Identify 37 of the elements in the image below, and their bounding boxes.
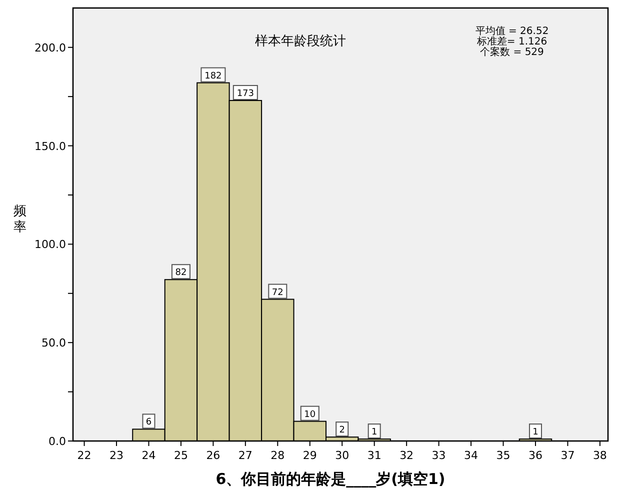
x-tick-label: 31 [367, 449, 382, 462]
annotation: 平均值 = 26.52 [475, 25, 549, 37]
data-label: 6 [146, 418, 152, 428]
data-label: 1 [371, 428, 378, 438]
data-label: 2 [339, 426, 345, 436]
annotation: 个案数 = 529 [480, 46, 544, 58]
x-tick-label: 23 [110, 449, 124, 462]
data-label: 173 [236, 89, 254, 100]
text: 样本年龄段统计 [255, 34, 346, 49]
x-tick-label: 28 [270, 449, 285, 462]
data-label: 10 [304, 410, 316, 420]
data-label: 82 [175, 268, 187, 278]
x-axis-title: 6、你目前的年龄是____岁(填空1) [216, 470, 446, 488]
y-tick-label: 100.0 [34, 238, 66, 252]
data-label: 182 [204, 71, 222, 82]
y-tick-label: 50.0 [42, 336, 66, 350]
x-tick-label: 33 [432, 449, 446, 462]
y-tick-label: 150.0 [34, 140, 66, 153]
x-tick-label: 30 [335, 449, 350, 462]
x-tick-label: 27 [238, 449, 252, 462]
annotation: 标准差= 1.126 [476, 36, 548, 48]
x-tick-label: 22 [77, 449, 92, 462]
x-tick-label: 32 [400, 449, 414, 462]
x-tick-label: 24 [142, 449, 156, 462]
x-tick-label: 29 [302, 449, 317, 462]
x-tick-label: 25 [174, 449, 188, 462]
data-label: 72 [272, 288, 284, 298]
x-tick-label: 36 [528, 449, 542, 462]
x-tick-label: 26 [206, 449, 220, 462]
x-tick-label: 37 [560, 449, 575, 462]
data-label: 1 [532, 428, 538, 438]
y-axis-title: 频率 [14, 204, 26, 235]
y-tick-label: 0.0 [48, 435, 66, 448]
x-tick-label: 38 [592, 449, 607, 462]
x-tick-label: 34 [464, 449, 478, 462]
x-tick-label: 35 [496, 449, 510, 462]
y-tick-label: 200.0 [34, 41, 66, 54]
